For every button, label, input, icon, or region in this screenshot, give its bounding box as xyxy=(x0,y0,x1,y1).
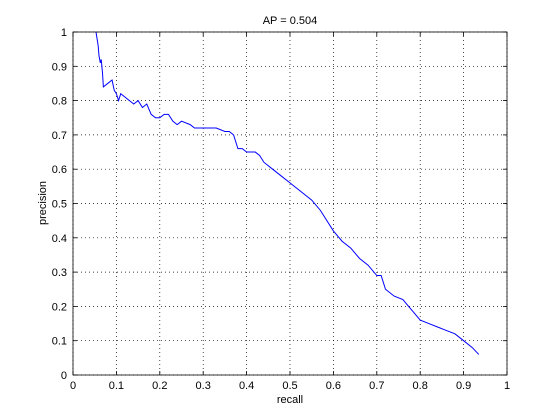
y-tick-label: 0.5 xyxy=(52,199,67,211)
y-tick-label: 0.9 xyxy=(52,61,67,73)
y-tick-label: 0 xyxy=(61,370,67,382)
x-tick-label: 0.1 xyxy=(109,380,124,392)
y-tick-label: 0.1 xyxy=(52,336,67,348)
y-tick-label: 1 xyxy=(61,27,67,39)
x-tick-label: 0 xyxy=(70,380,76,392)
y-tick-label: 0.4 xyxy=(52,233,67,245)
x-tick-label: 0.6 xyxy=(326,380,341,392)
x-tick-label: 0.2 xyxy=(152,380,167,392)
x-axis-label: recall xyxy=(277,394,303,406)
x-tick-label: 0.3 xyxy=(196,380,211,392)
x-tick-label: 0.7 xyxy=(369,380,384,392)
y-axis-label: precision xyxy=(37,181,49,225)
y-tick-label: 0.8 xyxy=(52,96,67,108)
x-tick-label: 0.5 xyxy=(282,380,297,392)
y-tick-label: 0.6 xyxy=(52,164,67,176)
axes-box xyxy=(72,31,508,376)
x-tick-label: 1 xyxy=(504,380,510,392)
y-tick-label: 0.7 xyxy=(52,130,67,142)
y-tick-label: 0.3 xyxy=(52,267,67,279)
x-tick-label: 0.4 xyxy=(239,380,254,392)
x-tick-label: 0.8 xyxy=(413,380,428,392)
pr-curve xyxy=(95,31,480,355)
chart-title: AP = 0.504 xyxy=(263,15,318,27)
x-tick-label: 0.9 xyxy=(456,380,471,392)
y-tick-label: 0.2 xyxy=(52,301,67,313)
